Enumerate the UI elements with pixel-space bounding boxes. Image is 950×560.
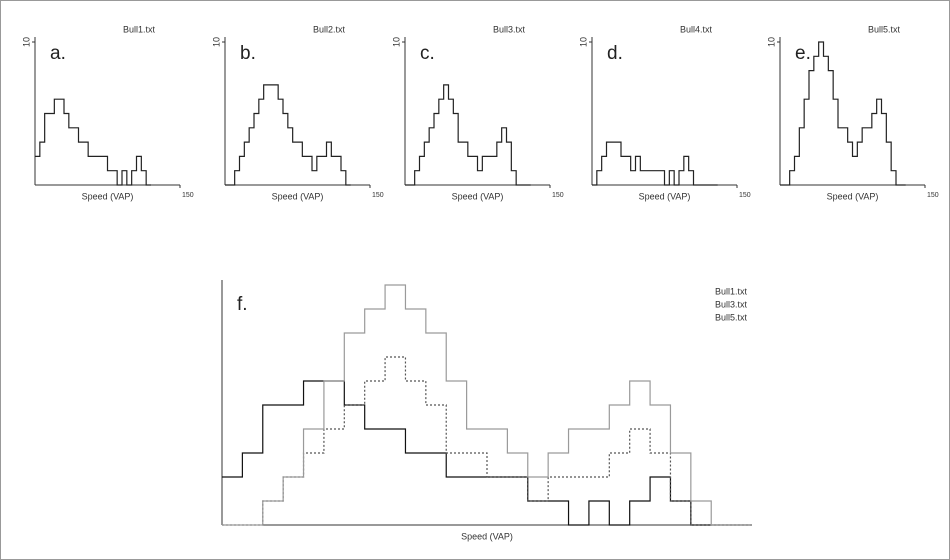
x-axis-label: Speed (VAP) bbox=[639, 191, 691, 201]
legend-entry: Bull5.txt bbox=[715, 312, 748, 322]
data-line bbox=[222, 356, 752, 526]
y-tick-label: 10 bbox=[578, 37, 588, 47]
data-line bbox=[592, 141, 718, 186]
x-tick-label: 150 bbox=[927, 192, 939, 199]
data-line bbox=[35, 98, 151, 186]
x-axis-label: Speed (VAP) bbox=[461, 531, 513, 541]
panel-title: Bull2.txt bbox=[313, 24, 346, 34]
legend-entry: Bull1.txt bbox=[715, 286, 748, 296]
x-tick-label: 150 bbox=[372, 192, 384, 199]
panel-letter: c. bbox=[420, 43, 435, 64]
panel-letter: e. bbox=[795, 43, 811, 64]
x-tick-label: 150 bbox=[552, 192, 564, 199]
panel-title: Bull3.txt bbox=[493, 24, 526, 34]
panel-letter: a. bbox=[50, 43, 66, 64]
y-tick-label: 10 bbox=[21, 37, 31, 47]
panel-title: Bull4.txt bbox=[680, 24, 713, 34]
x-axis-label: Speed (VAP) bbox=[82, 191, 134, 201]
x-tick-label: 150 bbox=[739, 192, 751, 199]
panel-letter: b. bbox=[240, 43, 256, 64]
y-tick-label: 10 bbox=[391, 37, 401, 47]
x-axis-label: Speed (VAP) bbox=[272, 191, 324, 201]
data-line bbox=[405, 84, 531, 186]
y-tick-label: 10 bbox=[766, 37, 776, 47]
data-line bbox=[225, 84, 351, 186]
x-axis-label: Speed (VAP) bbox=[452, 191, 504, 201]
legend-entry: Bull3.txt bbox=[715, 299, 748, 309]
data-line bbox=[780, 41, 906, 186]
panel-letter: d. bbox=[607, 43, 623, 64]
data-line bbox=[222, 284, 752, 526]
y-tick-label: 10 bbox=[211, 37, 221, 47]
x-axis-label: Speed (VAP) bbox=[827, 191, 879, 201]
data-line bbox=[222, 380, 752, 526]
panel-letter: f. bbox=[237, 294, 248, 315]
panel-title: Bull5.txt bbox=[868, 24, 901, 34]
x-tick-label: 150 bbox=[182, 192, 194, 199]
panel-title: Bull1.txt bbox=[123, 24, 156, 34]
